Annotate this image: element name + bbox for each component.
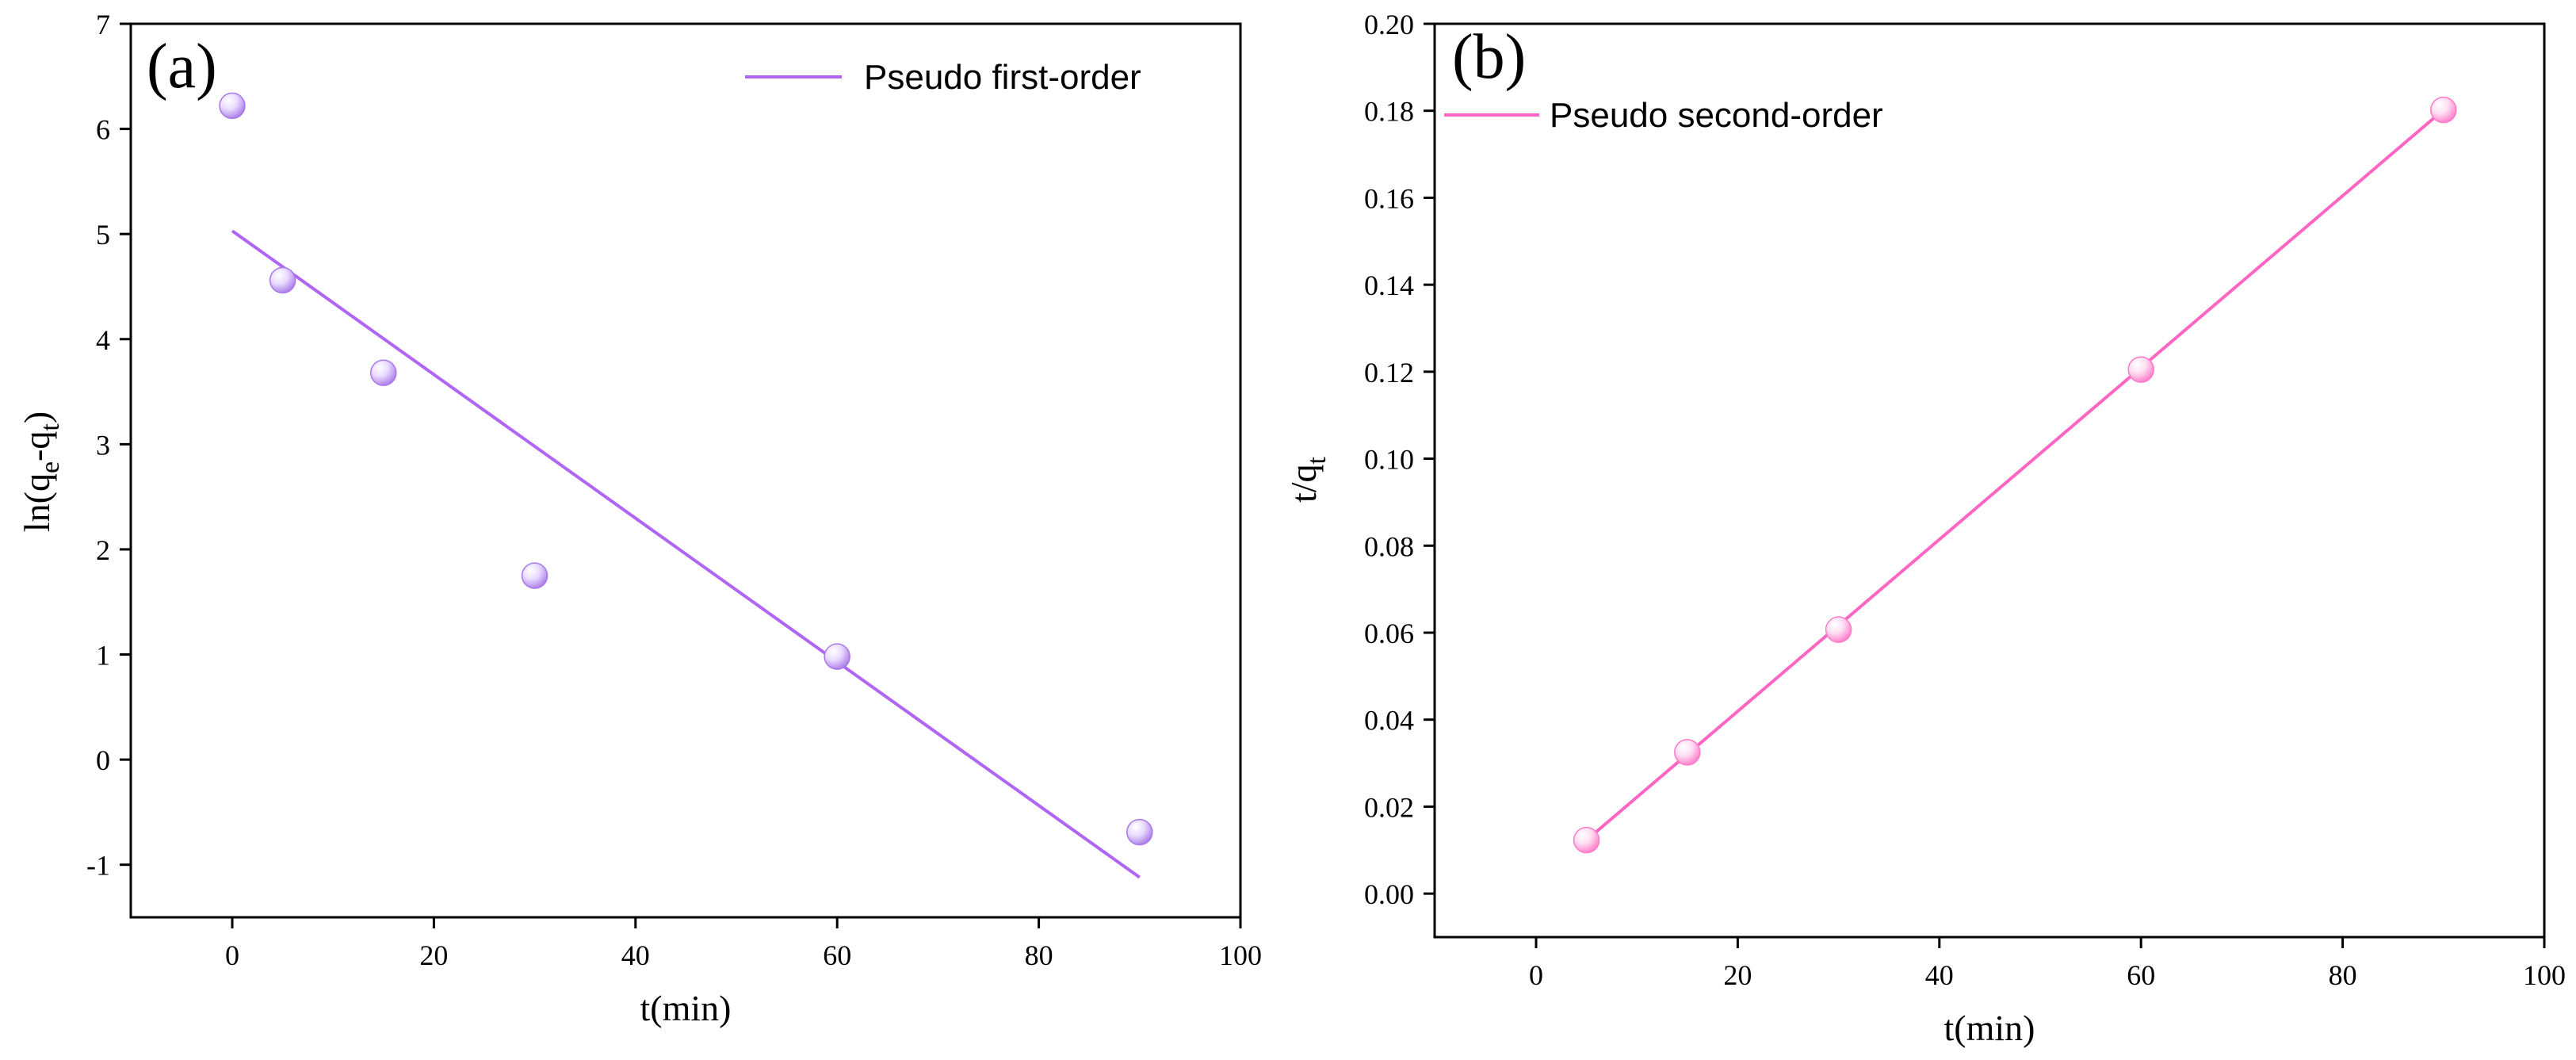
panel-b-x-axis-title: t(min) <box>1944 1008 2035 1048</box>
data-point <box>1126 818 1153 846</box>
y-tick-label: 6 <box>96 114 110 146</box>
panel-a: 0 20 40 60 80 100 -1 0 1 2 3 4 5 6 7 (a) Pseudo first-… <box>17 9 1262 1028</box>
x-tick-label: 100 <box>1219 939 1262 971</box>
y-tick-label: 0.20 <box>1364 9 1414 40</box>
panel-b-frame <box>1433 22 2546 939</box>
x-tick-label: 40 <box>1925 959 1954 991</box>
y-tick-label: 4 <box>96 324 110 356</box>
y-tick-label: 0.02 <box>1364 791 1414 823</box>
panel-b-label: (b) <box>1452 22 1526 92</box>
y-tick-label: 0.14 <box>1364 270 1414 301</box>
data-point <box>1825 616 1852 643</box>
y-tick-label: 7 <box>96 9 110 40</box>
data-point <box>824 643 850 670</box>
data-point <box>1573 826 1600 854</box>
data-point <box>2430 96 2457 124</box>
x-tick-label: 80 <box>1025 939 1053 971</box>
x-tick-label: 60 <box>823 939 851 971</box>
y-tick-label: 2 <box>96 534 110 566</box>
y-tick-label: 0 <box>96 744 110 776</box>
panel-b-y-axis-title: t/qt <box>1283 456 1332 503</box>
y-tick-label: 0.00 <box>1364 878 1414 910</box>
panel-a-legend-text: Pseudo first-order <box>864 58 1141 97</box>
x-tick-label: 80 <box>2329 959 2357 991</box>
data-point <box>2127 356 2154 383</box>
panel-a-frame <box>129 22 1242 919</box>
x-tick-label: 60 <box>2127 959 2155 991</box>
y-tick-label: 0.16 <box>1364 182 1414 214</box>
panel-b-legend-text: Pseudo second-order <box>1550 96 1883 135</box>
panel-a-x-axis-title: t(min) <box>640 988 732 1028</box>
data-point <box>219 92 246 120</box>
y-tick-label: -1 <box>86 850 110 882</box>
y-tick-label: 0.04 <box>1364 705 1414 737</box>
panel-a-ticks: 0 20 40 60 80 100 -1 0 1 2 3 4 5 6 7 <box>86 9 1262 971</box>
y-tick-label: 0.08 <box>1364 530 1414 562</box>
panel-b-fit-line <box>1585 109 2445 842</box>
x-tick-label: 20 <box>419 939 448 971</box>
y-tick-label: 3 <box>96 429 110 461</box>
data-point <box>1674 739 1701 766</box>
x-tick-label: 0 <box>225 939 239 971</box>
panel-a-points <box>219 92 1153 846</box>
y-tick-label: 1 <box>96 640 110 672</box>
y-tick-label: 0.10 <box>1364 444 1414 476</box>
data-point <box>521 562 548 589</box>
y-tick-label: 0.06 <box>1364 618 1414 649</box>
panel-a-y-axis-title: ln(qe-qt) <box>17 411 65 532</box>
x-tick-label: 40 <box>621 939 650 971</box>
data-point <box>269 266 296 294</box>
panel-a-label: (a) <box>147 32 217 101</box>
panel-b: 0 20 40 60 80 100 0.00 0.02 0.04 0.06 0.08 0.10 0.12… <box>1283 9 2566 1048</box>
panel-b-ticks: 0 20 40 60 80 100 0.00 0.02 0.04 0.06 0.08 0.10 0.12… <box>1364 9 2566 991</box>
y-tick-label: 0.12 <box>1364 357 1414 388</box>
y-tick-label: 0.18 <box>1364 96 1414 128</box>
x-tick-label: 20 <box>1723 959 1752 991</box>
panel-a-fit-line <box>231 229 1141 879</box>
x-tick-label: 0 <box>1529 959 1543 991</box>
panel-b-points <box>1573 96 2457 854</box>
x-tick-label: 100 <box>2523 959 2566 991</box>
data-point <box>370 359 397 386</box>
y-tick-label: 5 <box>96 219 110 251</box>
